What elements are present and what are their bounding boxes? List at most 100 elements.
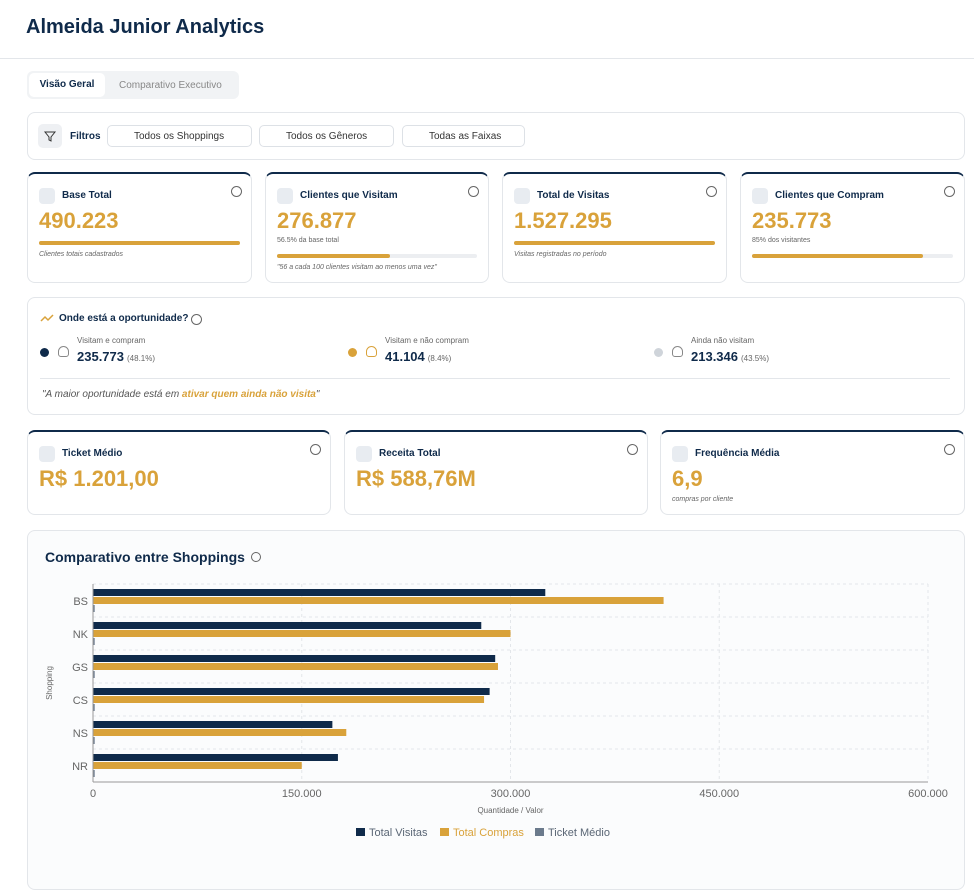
legend-dot	[348, 348, 357, 357]
y-tick-label: GS	[72, 662, 88, 674]
legend-label: Total Compras	[453, 827, 524, 839]
kpi-value: R$ 588,76M	[356, 466, 476, 491]
kpi-title: Total de Visitas	[537, 190, 610, 201]
tab[interactable]: Visão Geral	[29, 73, 105, 97]
filter-bar	[27, 112, 965, 160]
opportunity-card: Onde está a oportunidade? Visitam e comp…	[27, 297, 965, 415]
legend-swatch	[440, 828, 449, 836]
bar	[93, 770, 95, 777]
segment-value: 41.104 (8.4%)	[385, 349, 451, 364]
chart-card: Comparativo entre Shoppings 0 150.000 300.0…	[27, 530, 965, 890]
segment-count: 213.346	[691, 349, 738, 364]
info-icon[interactable]	[468, 186, 479, 197]
bar	[93, 630, 511, 637]
info-icon[interactable]	[944, 186, 955, 197]
info-icon[interactable]	[706, 186, 717, 197]
kpi-card: Receita Total R$ 588,76M	[344, 430, 648, 515]
progress-fill	[39, 241, 240, 245]
kpi-value: 276.877	[277, 208, 357, 233]
bar	[93, 622, 482, 629]
tab[interactable]: Comparativo Executivo	[119, 80, 222, 91]
user-icon	[58, 346, 69, 357]
user-icon	[366, 346, 377, 357]
app-title: Almeida Junior Analytics	[26, 16, 265, 38]
x-tick-label: 450.000	[699, 788, 739, 800]
info-icon[interactable]	[310, 444, 321, 455]
legend-swatch	[535, 828, 544, 836]
bar	[93, 729, 347, 736]
kpi-value: 6,9	[672, 466, 703, 491]
bar	[93, 704, 95, 711]
y-tick-label: NR	[72, 761, 88, 773]
info-icon[interactable]	[231, 186, 242, 197]
kpi-note: compras por cliente	[672, 496, 734, 503]
legend-dot	[40, 348, 49, 357]
kpi-icon	[277, 188, 293, 204]
kpi-icon	[514, 188, 530, 204]
progress-track	[39, 241, 240, 245]
bar	[93, 589, 546, 596]
x-tick-label: 600.000	[908, 788, 948, 800]
progress-fill	[514, 241, 715, 245]
kpi-title: Base Total	[62, 190, 112, 201]
quote-highlight: ativar quem ainda não visita	[181, 389, 316, 400]
info-icon[interactable]	[944, 444, 955, 455]
bar	[93, 754, 338, 761]
segment-label: Visitam e compram	[77, 336, 146, 345]
kpi-note: Visitas registradas no período	[514, 251, 607, 258]
info-icon[interactable]	[627, 444, 638, 455]
y-tick-label: BS	[73, 596, 88, 608]
progress-track	[514, 241, 715, 245]
segment-pct: (48.1%)	[127, 354, 156, 363]
kpi-card: Total de Visitas 1.527.295 Visitas registr…	[502, 172, 727, 283]
bar	[93, 638, 95, 645]
segment-pct: (43.5%)	[741, 354, 770, 363]
kpi-title: Receita Total	[379, 448, 441, 459]
dropdown[interactable]: Todos os Gêneros	[259, 125, 394, 147]
opportunity-title: Onde está a oportunidade?	[59, 313, 189, 324]
x-axis-label: Quantidade / Valor	[477, 806, 543, 815]
kpi-sub: 85% dos visitantes	[752, 237, 811, 244]
kpi-card: Base Total 490.223 Clientes totais cadastr…	[27, 172, 252, 283]
info-icon[interactable]	[191, 314, 202, 325]
legend-label: Total Visitas	[369, 827, 428, 839]
segment-count: 235.773	[77, 349, 124, 364]
kpi-icon	[672, 446, 688, 462]
dropdown[interactable]: Todas as Faixas	[402, 125, 525, 147]
dropdown[interactable]: Todos os Shoppings	[107, 125, 252, 147]
kpi-value: 235.773	[752, 208, 832, 233]
legend-dot	[654, 348, 663, 357]
bar	[93, 688, 490, 695]
progress-fill	[277, 254, 390, 258]
kpi-card: Frequência Média 6,9 compras por cliente	[660, 430, 965, 515]
kpi-value: 490.223	[39, 208, 119, 233]
segment-value: 213.346 (43.5%)	[691, 349, 769, 364]
insight: "A maior oportunidade está em ativar que…	[42, 389, 319, 400]
segment-label: Visitam e não compram	[385, 336, 469, 345]
x-tick-label: 0	[90, 788, 96, 800]
quote-text: "A maior oportunidade está em	[42, 389, 182, 400]
kpi-card: Ticket Médio R$ 1.201,00	[27, 430, 331, 515]
legend-swatch	[356, 828, 365, 836]
divider	[0, 58, 974, 59]
segment-count: 41.104	[385, 349, 425, 364]
bar	[93, 762, 302, 769]
bar	[93, 663, 498, 670]
bar	[93, 605, 95, 612]
y-tick-label: NK	[73, 629, 89, 641]
kpi-title: Ticket Médio	[62, 448, 123, 459]
kpi-card: Clientes que Visitam 276.877 56.5% da base…	[265, 172, 489, 283]
bar	[93, 655, 496, 662]
bar	[93, 721, 333, 728]
kpi-icon	[356, 446, 372, 462]
chart: Comparativo entre Shoppings 0 150.000 300.0…	[45, 549, 948, 839]
bar	[93, 737, 95, 744]
progress-track	[752, 254, 953, 258]
progress-track	[277, 254, 477, 258]
kpi-card: Clientes que Compram 235.773 85% dos visit…	[740, 172, 965, 283]
filter-label: Filtros	[70, 131, 101, 142]
y-tick-label: CS	[73, 695, 88, 707]
segment-label: Ainda não visitam	[691, 336, 755, 345]
bar	[93, 597, 664, 604]
